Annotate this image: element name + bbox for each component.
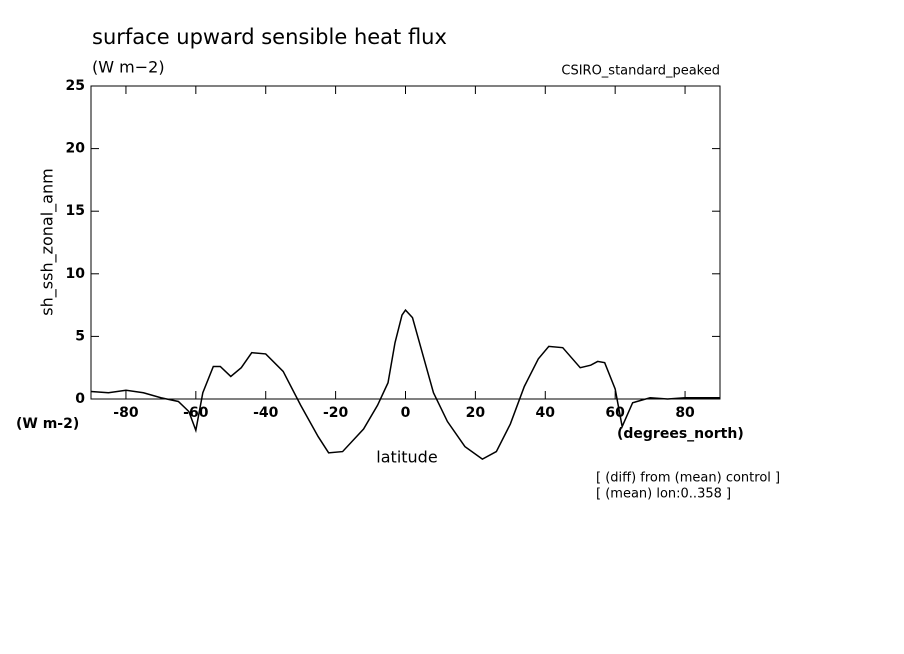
y-tick-label: 10 (66, 266, 86, 282)
model-label: CSIRO_standard_peaked (561, 64, 720, 79)
y-tick-label: 5 (75, 328, 85, 344)
x-tick-label: 0 (401, 405, 411, 421)
y-axis-label: sh_ssh_zonal_anm (38, 168, 58, 315)
note: [ (diff) from (mean) control ] (596, 471, 780, 486)
x-tick-label: -80 (113, 405, 139, 421)
units: (W m−2) (92, 58, 165, 77)
x-tick-label: 40 (536, 405, 556, 421)
x-tick-label: -20 (323, 405, 349, 421)
y-tick-label: 25 (66, 78, 85, 94)
x-units: (degrees_north) (617, 426, 744, 442)
x-tick-label: -40 (253, 405, 279, 421)
x-tick-label: 20 (466, 405, 486, 421)
x-tick-label: 80 (675, 405, 695, 421)
x-tick-label: 60 (605, 405, 625, 421)
note: [ (mean) lon:0..358 ] (596, 487, 731, 502)
plot-frame (90, 85, 721, 400)
y-units: (W m-2) (16, 416, 79, 432)
chart-title: surface upward sensible heat flux (92, 25, 447, 49)
x-tick-label: -60 (183, 405, 209, 421)
data-line (90, 308, 720, 460)
y-tick-label: 15 (66, 203, 85, 219)
x-axis-label: latitude (376, 448, 437, 467)
y-tick-label: 0 (75, 391, 85, 407)
y-tick-label: 20 (66, 141, 86, 157)
